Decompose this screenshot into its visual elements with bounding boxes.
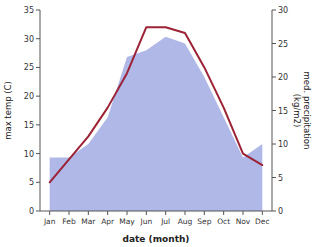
x-tick-label: May <box>119 217 135 226</box>
y-tick-label: 0 <box>29 207 34 216</box>
y2-tick-label: 15 <box>278 107 288 116</box>
x-tick <box>204 211 205 215</box>
axes <box>36 10 276 215</box>
x-tick <box>49 211 50 215</box>
y-tick-label: 10 <box>24 150 34 159</box>
x-tick-label: Sep <box>197 217 211 226</box>
x-tick <box>165 211 166 215</box>
x-tick-label: Jun <box>139 217 152 226</box>
x-tick-label: Oct <box>217 217 230 226</box>
y2-tick-label: 20 <box>278 73 288 82</box>
x-axis-label: date (month) <box>123 234 190 244</box>
y-tick <box>36 211 40 212</box>
x-tick <box>146 211 147 215</box>
x-tick <box>107 211 108 215</box>
y-tick <box>36 124 40 125</box>
y-tick <box>36 153 40 154</box>
y2-axis-label: med. precipitation(kg/m2) <box>292 72 313 150</box>
y-tick-label: 25 <box>24 63 34 72</box>
y2-tick <box>272 177 276 178</box>
y2-tick <box>272 77 276 78</box>
x-tick-label: Nov <box>236 217 251 226</box>
y-tick <box>36 38 40 39</box>
y2-tick <box>272 211 276 212</box>
y2-tick <box>272 110 276 111</box>
x-tick <box>88 211 89 215</box>
y-tick-label: 35 <box>24 6 34 15</box>
y-tick-label: 20 <box>24 92 34 101</box>
y2-tick-label: 5 <box>278 174 283 183</box>
x-tick <box>262 211 263 215</box>
y2-tick-label: 10 <box>278 140 288 149</box>
y-tick <box>36 182 40 183</box>
y-tick-label: 30 <box>24 35 34 44</box>
y2-tick <box>272 43 276 44</box>
x-tick-label: Apr <box>101 217 115 226</box>
x-tick-label: Jul <box>160 217 170 226</box>
y2-tick-label: 30 <box>278 6 288 15</box>
x-tick-label: Dec <box>255 217 270 226</box>
y-tick-label: 15 <box>24 121 34 130</box>
y-tick <box>36 67 40 68</box>
x-tick-label: Aug <box>178 217 193 226</box>
x-tick <box>127 211 128 215</box>
x-tick <box>69 211 70 215</box>
plot-area <box>50 27 263 211</box>
x-tick <box>223 211 224 215</box>
x-tick <box>185 211 186 215</box>
y2-tick-label: 25 <box>278 40 288 49</box>
left-axis-line <box>40 10 41 211</box>
x-tick-label: Jan <box>43 217 56 226</box>
y-tick <box>36 10 40 11</box>
y2-tick <box>272 10 276 11</box>
y-tick-label: 5 <box>29 178 34 187</box>
chart: 0 5 10 15 20 25 30 35 0 5 10 15 20 25 30 Jan Feb Mar Apr Ma… <box>0 0 318 247</box>
y-axis-label: max temp (C) <box>3 81 13 140</box>
x-tick-label: Feb <box>62 217 76 226</box>
y-tick <box>36 96 40 97</box>
temperature-line <box>50 27 263 182</box>
y2-tick-label: 0 <box>278 207 283 216</box>
x-axis-line <box>40 211 272 212</box>
x-tick <box>243 211 244 215</box>
x-tick-label: Mar <box>81 217 96 226</box>
y2-tick <box>272 144 276 145</box>
